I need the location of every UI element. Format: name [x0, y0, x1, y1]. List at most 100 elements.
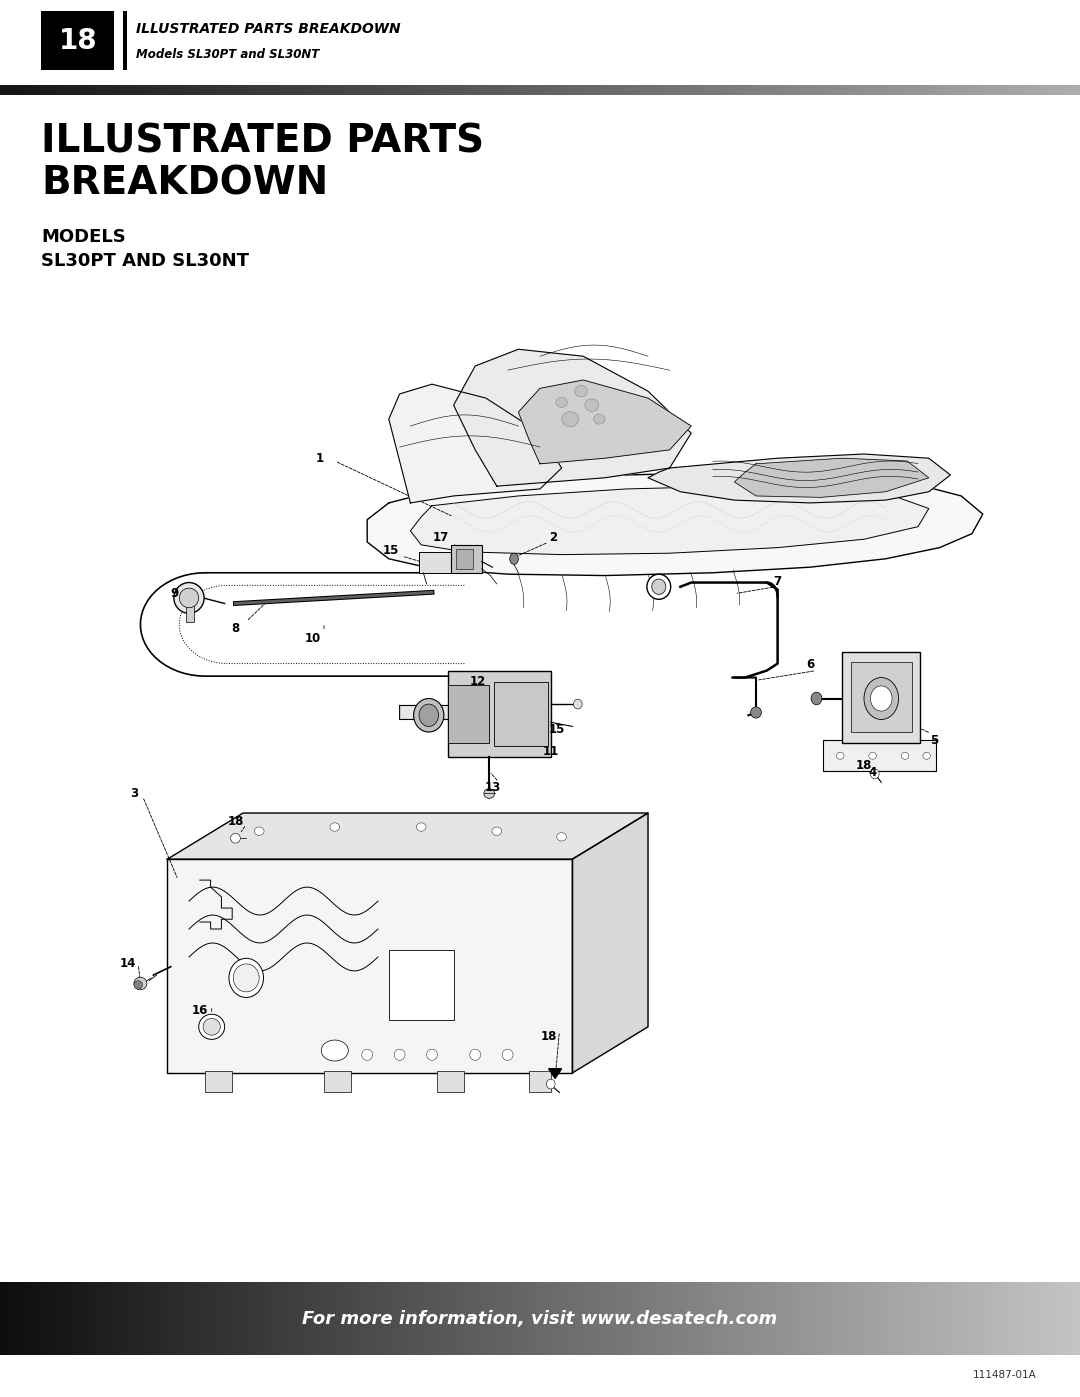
- Bar: [335, 85, 338, 95]
- Bar: [921, 85, 926, 95]
- Bar: [756, 85, 759, 95]
- Bar: [451, 545, 482, 573]
- Bar: [907, 85, 910, 95]
- Bar: [86, 1282, 90, 1355]
- Bar: [360, 85, 364, 95]
- Bar: [936, 85, 940, 95]
- Ellipse shape: [419, 704, 438, 726]
- Bar: [400, 1282, 403, 1355]
- Bar: [252, 1282, 256, 1355]
- Bar: [370, 85, 375, 95]
- Ellipse shape: [510, 553, 518, 564]
- Text: 2: 2: [549, 531, 557, 545]
- Bar: [670, 85, 673, 95]
- Bar: [518, 85, 522, 95]
- Bar: [429, 1282, 432, 1355]
- Bar: [208, 1282, 213, 1355]
- Bar: [396, 85, 400, 95]
- Bar: [292, 85, 295, 95]
- Ellipse shape: [869, 752, 877, 759]
- Bar: [14, 85, 18, 95]
- Bar: [432, 85, 435, 95]
- Bar: [219, 85, 224, 95]
- Bar: [332, 1282, 335, 1355]
- Bar: [964, 1282, 969, 1355]
- Ellipse shape: [901, 752, 909, 759]
- Bar: [990, 1282, 994, 1355]
- Bar: [656, 85, 659, 95]
- Bar: [111, 85, 116, 95]
- Bar: [327, 1282, 332, 1355]
- Bar: [548, 85, 551, 95]
- Bar: [230, 1282, 234, 1355]
- Bar: [324, 1071, 351, 1092]
- Text: 6: 6: [806, 658, 814, 672]
- Bar: [54, 1282, 57, 1355]
- Bar: [435, 85, 440, 95]
- Bar: [262, 85, 267, 95]
- Bar: [569, 85, 572, 95]
- Ellipse shape: [394, 1049, 405, 1060]
- Bar: [25, 1282, 29, 1355]
- Bar: [742, 1282, 745, 1355]
- Bar: [248, 85, 252, 95]
- Bar: [602, 85, 605, 95]
- Bar: [997, 85, 1001, 95]
- Bar: [896, 1282, 900, 1355]
- Bar: [321, 1282, 324, 1355]
- Bar: [410, 1282, 414, 1355]
- Bar: [1077, 1282, 1080, 1355]
- Ellipse shape: [229, 958, 264, 997]
- Text: SL30PT AND SL30NT: SL30PT AND SL30NT: [41, 251, 249, 270]
- Bar: [267, 1282, 270, 1355]
- Bar: [864, 1282, 867, 1355]
- Bar: [583, 1282, 586, 1355]
- Bar: [76, 1282, 79, 1355]
- Bar: [608, 1282, 612, 1355]
- Bar: [767, 1282, 770, 1355]
- Bar: [522, 1282, 526, 1355]
- Bar: [1015, 1282, 1018, 1355]
- Bar: [943, 85, 947, 95]
- Bar: [576, 85, 580, 95]
- Ellipse shape: [652, 580, 665, 595]
- Bar: [173, 85, 176, 95]
- Bar: [994, 1282, 997, 1355]
- Bar: [288, 1282, 292, 1355]
- Bar: [932, 85, 936, 95]
- Bar: [349, 1282, 353, 1355]
- Bar: [659, 85, 662, 95]
- Bar: [14, 1282, 18, 1355]
- Bar: [140, 1282, 144, 1355]
- Bar: [947, 85, 950, 95]
- Bar: [918, 1282, 921, 1355]
- Bar: [759, 1282, 764, 1355]
- Bar: [720, 1282, 724, 1355]
- Bar: [597, 85, 602, 95]
- Bar: [662, 85, 666, 95]
- Ellipse shape: [647, 574, 671, 599]
- Bar: [94, 85, 97, 95]
- Bar: [205, 1071, 232, 1092]
- Bar: [882, 85, 886, 95]
- Bar: [79, 85, 83, 95]
- Bar: [456, 549, 473, 569]
- Bar: [356, 1282, 360, 1355]
- Bar: [94, 1282, 97, 1355]
- Bar: [893, 85, 896, 95]
- Bar: [893, 1282, 896, 1355]
- Bar: [1072, 85, 1077, 95]
- Bar: [666, 85, 670, 95]
- Bar: [461, 85, 464, 95]
- Bar: [241, 85, 245, 95]
- Ellipse shape: [458, 707, 471, 719]
- Bar: [378, 1282, 381, 1355]
- Bar: [926, 85, 929, 95]
- Bar: [11, 85, 14, 95]
- Bar: [122, 1282, 126, 1355]
- Bar: [738, 85, 742, 95]
- Bar: [554, 1282, 558, 1355]
- Bar: [464, 85, 468, 95]
- Bar: [273, 1282, 278, 1355]
- Bar: [748, 1282, 753, 1355]
